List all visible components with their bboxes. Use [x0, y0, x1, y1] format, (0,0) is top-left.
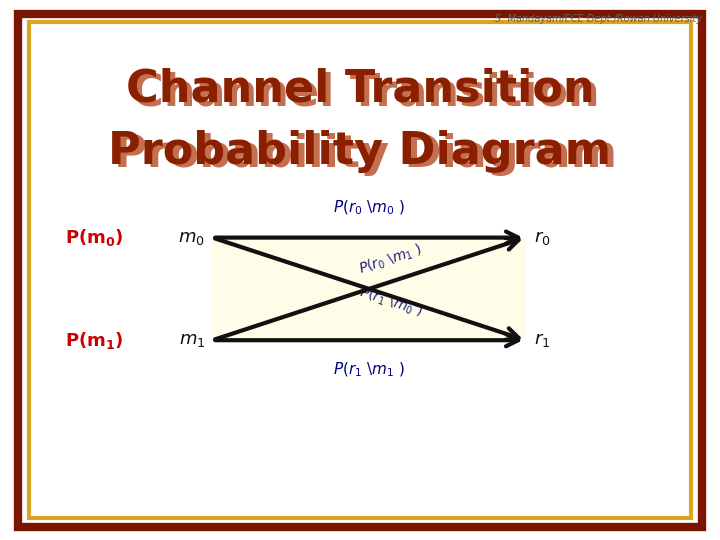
Bar	[212, 238, 526, 340]
Text: $m_0$: $m_0$	[179, 228, 205, 247]
Text: Channel Transition: Channel Transition	[131, 71, 599, 114]
Text: $r_0$: $r_0$	[534, 228, 551, 247]
Text: $P(r_1\ \backslash m_1\ )$: $P(r_1\ \backslash m_1\ )$	[333, 361, 405, 379]
Text: $m_1$: $m_1$	[179, 331, 205, 349]
Text: Channel Transition: Channel Transition	[126, 68, 594, 111]
Text: Probability Diagram: Probability Diagram	[109, 130, 611, 173]
Text: $P(r_1\ \backslash m_0\ )$: $P(r_1\ \backslash m_0\ )$	[356, 284, 425, 321]
Text: $r_1$: $r_1$	[534, 331, 551, 349]
Text: $P(r_0\ \backslash m_0\ )$: $P(r_0\ \backslash m_0\ )$	[333, 199, 405, 217]
Text: Probability Diagram: Probability Diagram	[114, 133, 616, 177]
Text: $\mathbf{P(m_1)}$: $\mathbf{P(m_1)}$	[65, 330, 123, 350]
Text: $P(r_0\ \backslash m_1\ )$: $P(r_0\ \backslash m_1\ )$	[356, 241, 425, 278]
Text: $\mathbf{P(m_0)}$: $\mathbf{P(m_0)}$	[65, 227, 123, 248]
Text: S. Mandayam/ECE Dept./Rowan University: S. Mandayam/ECE Dept./Rowan University	[495, 14, 702, 24]
